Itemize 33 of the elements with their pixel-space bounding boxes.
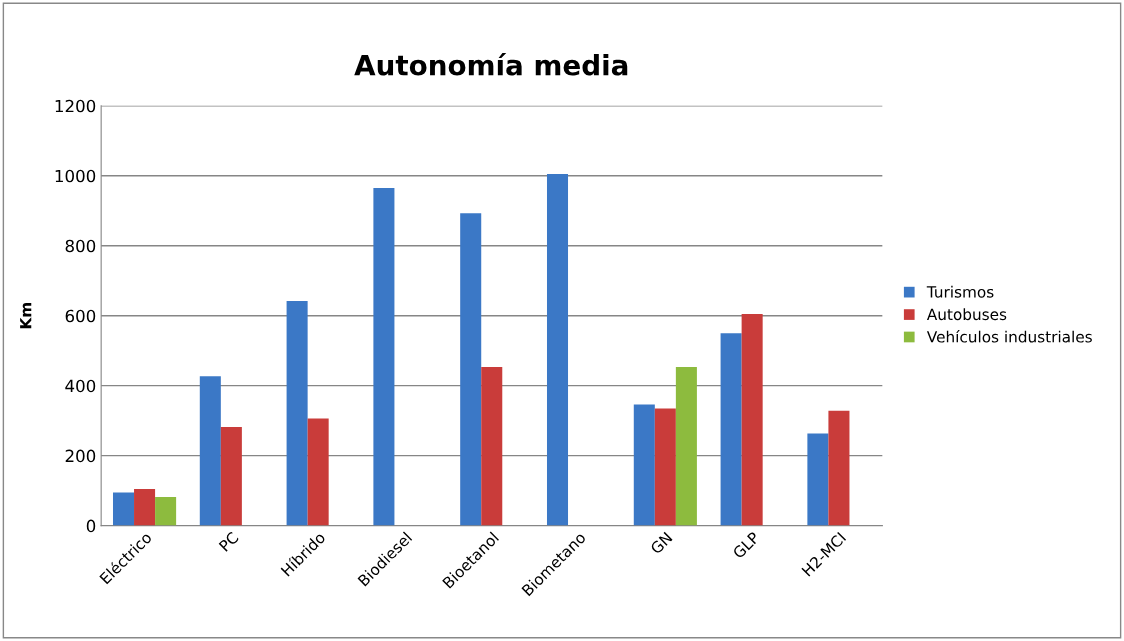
bar	[460, 213, 482, 526]
bar	[199, 376, 221, 526]
bar	[828, 410, 850, 526]
x-tick-label: GN	[649, 531, 673, 555]
y-tick-label: 1200	[55, 99, 96, 113]
bar	[220, 426, 242, 526]
bar	[654, 408, 676, 526]
x-tick-label: GLP	[732, 531, 761, 560]
bar	[373, 187, 395, 526]
bar	[720, 333, 742, 526]
y-tick-label: 400	[65, 379, 96, 393]
y-tick-label: 800	[65, 239, 96, 253]
bar	[307, 418, 329, 526]
bar	[286, 301, 308, 526]
legend-label: Autobuses	[926, 308, 1007, 321]
x-tick-label: PC	[218, 531, 240, 552]
bar	[633, 404, 655, 526]
bar	[134, 488, 156, 526]
y-tick-label: 200	[65, 449, 96, 463]
y-axis-title: Km	[20, 303, 32, 329]
bar	[807, 433, 829, 526]
y-tick-label: 0	[86, 519, 96, 533]
bar	[113, 492, 135, 526]
bar	[741, 313, 763, 526]
legend-label: Turismos	[926, 285, 994, 298]
y-tick-label: 1000	[55, 169, 96, 183]
bar	[155, 496, 177, 526]
chart-title: Autonomía media	[354, 52, 628, 76]
legend-label: Vehículos industriales	[926, 330, 1092, 343]
y-tick-label: 600	[65, 309, 96, 323]
bar	[675, 367, 697, 526]
bar	[481, 367, 503, 526]
bar	[546, 173, 569, 526]
